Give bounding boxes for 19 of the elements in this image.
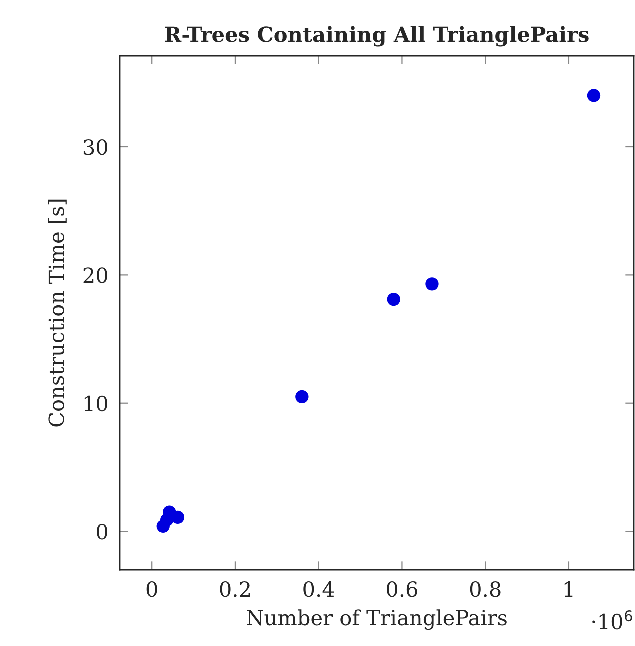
y-axis-title: Construction Time [s] bbox=[48, 200, 67, 427]
y-tick-label: 0 bbox=[97, 524, 108, 540]
point bbox=[387, 292, 400, 306]
x-tick-label: 1 bbox=[564, 581, 573, 597]
point bbox=[426, 278, 439, 291]
y-tick-label: 20 bbox=[84, 268, 108, 284]
x-axis-title: Number of TrianglePairs bbox=[247, 610, 507, 630]
x-tick-label: 0.8 bbox=[470, 581, 501, 598]
y-tick-label: 10 bbox=[84, 396, 108, 412]
point bbox=[587, 89, 601, 102]
x-tick-label: 0.2 bbox=[220, 581, 250, 598]
y-tick-label: 30 bbox=[84, 139, 108, 156]
text: ·10$^{6}$ bbox=[592, 610, 632, 630]
x-tick-label: 0.4 bbox=[304, 581, 334, 598]
x-tick-label: 0 bbox=[146, 581, 158, 598]
chart-title: R-Trees Containing All TrianglePairs bbox=[165, 26, 589, 47]
point bbox=[296, 390, 309, 404]
x-tick-label: 0.6 bbox=[387, 581, 418, 598]
point bbox=[171, 510, 185, 524]
